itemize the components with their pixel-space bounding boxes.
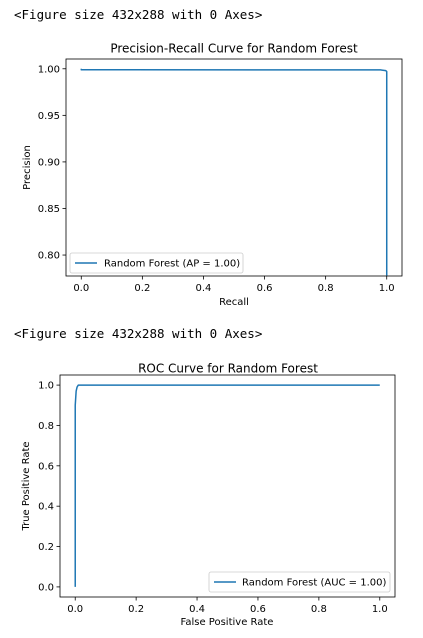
x-tick-label: 0.6 (250, 604, 266, 615)
series-group (80, 68, 388, 276)
legend-label: Random Forest (AUC = 1.00) (242, 578, 386, 589)
chart-title: ROC Curve for Random Forest (138, 362, 318, 376)
y-ticks: 0.0 0.2 0.4 0.6 0.8 1.0 (38, 381, 60, 593)
y-tick-label: 0.6 (38, 461, 54, 472)
y-tick-label: 0.8 (38, 421, 54, 432)
cell-output-text: <Figure size 432x288 with 0 Axes> (14, 326, 263, 341)
x-tick-label: 0.4 (196, 283, 212, 294)
y-tick-label: 0.0 (38, 582, 54, 593)
x-ticks: 0.0 0.2 0.4 0.6 0.8 1.0 (67, 597, 388, 615)
series-line (80, 68, 388, 276)
series-group (74, 384, 380, 587)
legend-label: Random Forest (AP = 1.00) (104, 259, 240, 270)
y-tick-label: 0.2 (38, 542, 54, 553)
y-tick-label: 0.95 (38, 111, 60, 122)
x-tick-label: 0.2 (134, 283, 150, 294)
cell-output-text: <Figure size 432x288 with 0 Axes> (14, 7, 263, 22)
y-tick-label: 0.4 (38, 502, 54, 513)
legend-box (208, 571, 391, 593)
x-tick-label: 0.2 (128, 604, 144, 615)
chart-title: Precision-Recall Curve for Random Forest (110, 42, 358, 56)
y-axis-label: Precision (22, 145, 33, 190)
y-tick-label: 0.85 (38, 204, 60, 215)
y-tick-label: 0.90 (38, 157, 60, 168)
y-axis-label: True Positive Rate (21, 441, 32, 531)
x-tick-label: 0.6 (257, 283, 273, 294)
series-line (74, 384, 380, 587)
x-tick-label: 0.0 (67, 604, 83, 615)
x-tick-label: 0.8 (311, 604, 327, 615)
y-tick-label: 1.0 (38, 381, 54, 392)
legend-box (69, 252, 244, 274)
y-ticks: 0.80 0.85 0.90 0.95 1.00 (38, 64, 66, 262)
y-tick-label: 1.00 (38, 64, 60, 75)
x-tick-label: 0.0 (73, 283, 89, 294)
precision-recall-chart: Precision-Recall Curve for Random Forest… (22, 42, 403, 308)
plot-frame (65, 58, 403, 277)
y-tick-label: 0.80 (38, 251, 60, 262)
x-tick-label: 0.8 (318, 283, 334, 294)
x-tick-label: 1.0 (372, 604, 388, 615)
x-axis-label: False Positive Rate (181, 617, 274, 628)
x-tick-label: 1.0 (379, 283, 395, 294)
plot-frame (59, 374, 396, 598)
x-tick-label: 0.4 (189, 604, 205, 615)
x-axis-label: Recall (219, 297, 249, 308)
x-ticks: 0.0 0.2 0.4 0.6 0.8 1.0 (73, 276, 395, 294)
legend: Random Forest (AP = 1.00) (69, 252, 244, 274)
legend: Random Forest (AUC = 1.00) (208, 571, 391, 593)
roc-chart: ROC Curve for Random Forest 0.0 0.2 0.4 0.6… (21, 362, 396, 628)
